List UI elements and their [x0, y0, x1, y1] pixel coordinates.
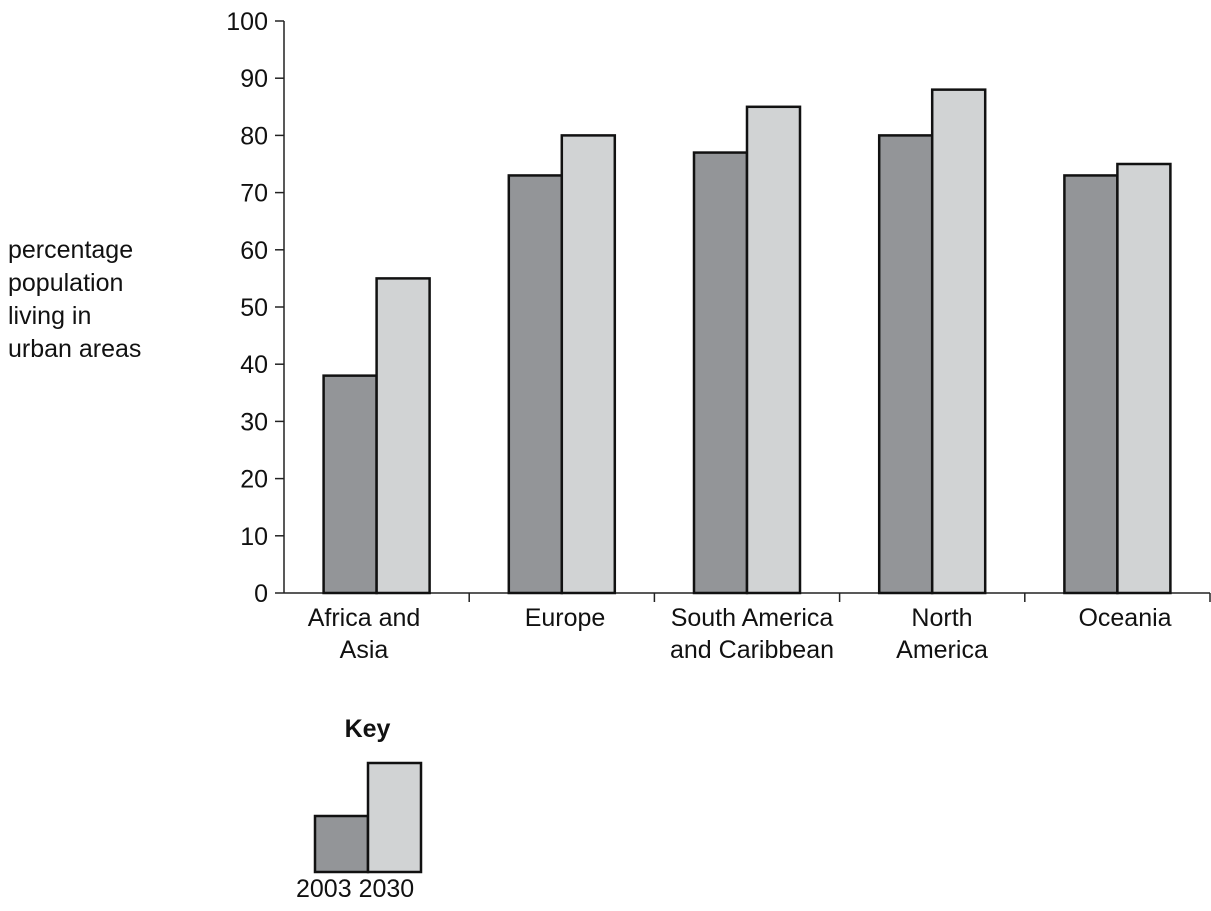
- category-label-line: Africa and: [307, 604, 421, 632]
- y-axis-label-line: population: [8, 269, 124, 297]
- bar-2003: [1063, 174, 1119, 595]
- category-label-line: and Caribbean: [669, 636, 834, 664]
- legend-label-2003: 2003: [296, 875, 352, 903]
- category-label-oceania: Oceania: [1025, 602, 1211, 634]
- y-axis-label-line: urban areas: [8, 335, 142, 363]
- category-label-africa-asia: Africa and Asia: [264, 602, 464, 666]
- legend-labels: 2003 2030: [296, 875, 446, 904]
- y-tick-label: 100: [226, 8, 268, 36]
- category-label-line: North: [911, 604, 973, 632]
- y-axis-label-line: living in: [8, 302, 92, 330]
- bar-2003: [877, 134, 934, 595]
- legend: [313, 761, 423, 874]
- y-axis: 0 10 20 30 40 50 60 70 80 90 100: [226, 8, 285, 608]
- category-label-line: Oceania: [1078, 604, 1172, 632]
- bar-2030: [745, 105, 802, 595]
- legend-title: Key: [344, 715, 391, 743]
- bar-2030: [1116, 162, 1172, 595]
- y-tick-label: 60: [240, 237, 268, 265]
- y-tick-label: 70: [240, 180, 268, 208]
- bar-2003: [692, 151, 749, 595]
- y-tick-label: 20: [240, 466, 268, 494]
- bar-2003: [322, 374, 378, 595]
- bar-2030: [375, 277, 431, 595]
- category-label-line: Asia: [339, 636, 389, 664]
- legend-label-2030: 2030: [358, 875, 415, 903]
- y-tick-label: 30: [240, 408, 268, 436]
- category-label-line: Europe: [524, 604, 606, 632]
- category-label-line: America: [896, 636, 988, 664]
- legend-swatch-2030: [366, 761, 423, 874]
- bars: [322, 88, 1172, 595]
- y-tick-label: 90: [240, 65, 268, 93]
- y-tick-label: 10: [240, 523, 268, 551]
- category-label-south-america: South America and Caribbean: [652, 602, 852, 666]
- y-axis-label-line: percentage: [8, 236, 134, 264]
- category-label-europe: Europe: [465, 602, 665, 634]
- x-axis: [284, 592, 1211, 602]
- y-axis-label: percentage population living in urban ar…: [8, 234, 198, 366]
- y-tick-label: 0: [254, 580, 268, 608]
- y-tick-label: 50: [240, 294, 268, 322]
- bar-2030: [560, 134, 617, 595]
- category-label-line: South America: [670, 604, 834, 632]
- legend-swatch-2003: [313, 814, 370, 874]
- bar-2003: [507, 174, 564, 595]
- bar-2030: [930, 88, 987, 595]
- y-tick-label: 40: [240, 351, 268, 379]
- category-label-north-america: North America: [842, 602, 1042, 666]
- y-tick-label: 80: [240, 122, 268, 150]
